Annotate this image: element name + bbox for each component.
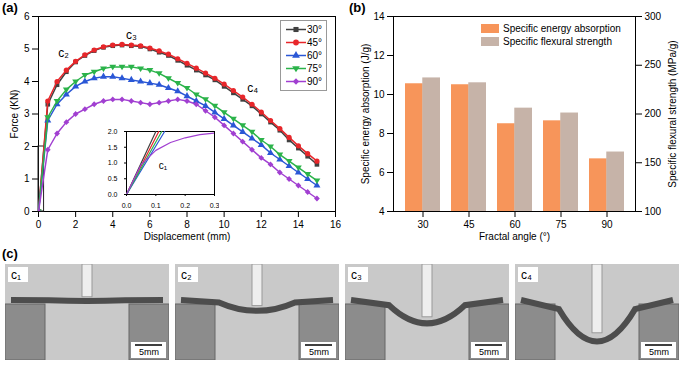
- html-text:60°: 60°: [307, 50, 323, 61]
- svg-text:250: 250: [645, 59, 662, 70]
- svg-text:Displacement (mm): Displacement (mm): [144, 231, 231, 242]
- svg-text:c₁: c₁: [11, 268, 21, 282]
- html-text:75°: 75°: [307, 63, 323, 74]
- svg-text:0.5: 0.5: [108, 175, 118, 182]
- svg-text:2: 2: [73, 219, 79, 230]
- svg-text:Force (KN): Force (KN): [9, 90, 20, 139]
- svg-text:c₄: c₄: [247, 81, 258, 95]
- svg-text:150: 150: [645, 157, 662, 168]
- svg-text:1: 1: [24, 173, 30, 184]
- svg-text:90: 90: [601, 219, 613, 230]
- svg-text:0.1: 0.1: [151, 202, 161, 208]
- svg-text:0: 0: [24, 206, 30, 217]
- svg-text:5mm: 5mm: [649, 347, 669, 357]
- svg-text:c₄: c₄: [521, 268, 532, 282]
- html-text:Specific energy absorption: Specific energy absorption: [503, 23, 621, 34]
- svg-text:30: 30: [417, 219, 429, 230]
- svg-text:c₂: c₂: [181, 268, 192, 282]
- html-text:30°: 30°: [307, 24, 323, 35]
- svg-text:0.3: 0.3: [210, 202, 219, 208]
- html-text:45°: 45°: [307, 37, 323, 48]
- svg-text:2: 2: [24, 141, 30, 152]
- html-text:(b): (b): [349, 0, 366, 15]
- svg-text:0.0: 0.0: [122, 202, 132, 208]
- svg-text:10: 10: [219, 219, 231, 230]
- svg-text:5: 5: [24, 43, 30, 54]
- svg-text:10: 10: [373, 89, 385, 100]
- svg-text:100: 100: [645, 206, 662, 217]
- svg-text:1.0: 1.0: [108, 159, 118, 166]
- svg-text:c₁: c₁: [159, 160, 168, 171]
- html-text:(a): (a): [2, 0, 18, 15]
- svg-text:3: 3: [24, 108, 30, 119]
- svg-text:300: 300: [645, 11, 662, 22]
- svg-text:0.2: 0.2: [180, 202, 190, 208]
- svg-text:0.0: 0.0: [108, 191, 118, 198]
- svg-text:Fractal angle (°): Fractal angle (°): [479, 231, 550, 242]
- svg-text:5mm: 5mm: [309, 347, 329, 357]
- svg-text:75: 75: [555, 219, 567, 230]
- svg-text:4: 4: [24, 76, 30, 87]
- svg-text:6: 6: [24, 11, 30, 22]
- svg-text:1.5: 1.5: [108, 143, 118, 150]
- svg-text:5mm: 5mm: [139, 347, 159, 357]
- svg-text:5mm: 5mm: [479, 347, 499, 357]
- svg-text:Specific flexural strength (MP: Specific flexural strength (MPa/g): [667, 40, 678, 187]
- svg-text:8: 8: [379, 128, 385, 139]
- svg-text:c₃: c₃: [126, 28, 137, 42]
- svg-text:16: 16: [330, 219, 342, 230]
- svg-text:200: 200: [645, 108, 662, 119]
- svg-text:c₂: c₂: [58, 46, 69, 60]
- svg-text:8: 8: [184, 219, 190, 230]
- svg-text:60: 60: [509, 219, 521, 230]
- svg-text:4: 4: [379, 206, 385, 217]
- svg-text:6: 6: [147, 219, 153, 230]
- svg-text:0: 0: [36, 219, 42, 230]
- svg-text:12: 12: [373, 50, 385, 61]
- html-text:(c): (c): [2, 246, 18, 261]
- svg-text:14: 14: [373, 11, 385, 22]
- svg-text:14: 14: [293, 219, 305, 230]
- html-text:Specific flexural strength: Specific flexural strength: [503, 36, 612, 47]
- html-text:90°: 90°: [307, 76, 323, 87]
- svg-text:Specific energy absorption (J/: Specific energy absorption (J/g): [360, 44, 371, 185]
- svg-text:4: 4: [110, 219, 116, 230]
- svg-text:45: 45: [463, 219, 475, 230]
- svg-text:c₃: c₃: [351, 268, 362, 282]
- svg-text:2.0: 2.0: [108, 128, 118, 135]
- svg-text:12: 12: [256, 219, 268, 230]
- svg-text:6: 6: [379, 167, 385, 178]
